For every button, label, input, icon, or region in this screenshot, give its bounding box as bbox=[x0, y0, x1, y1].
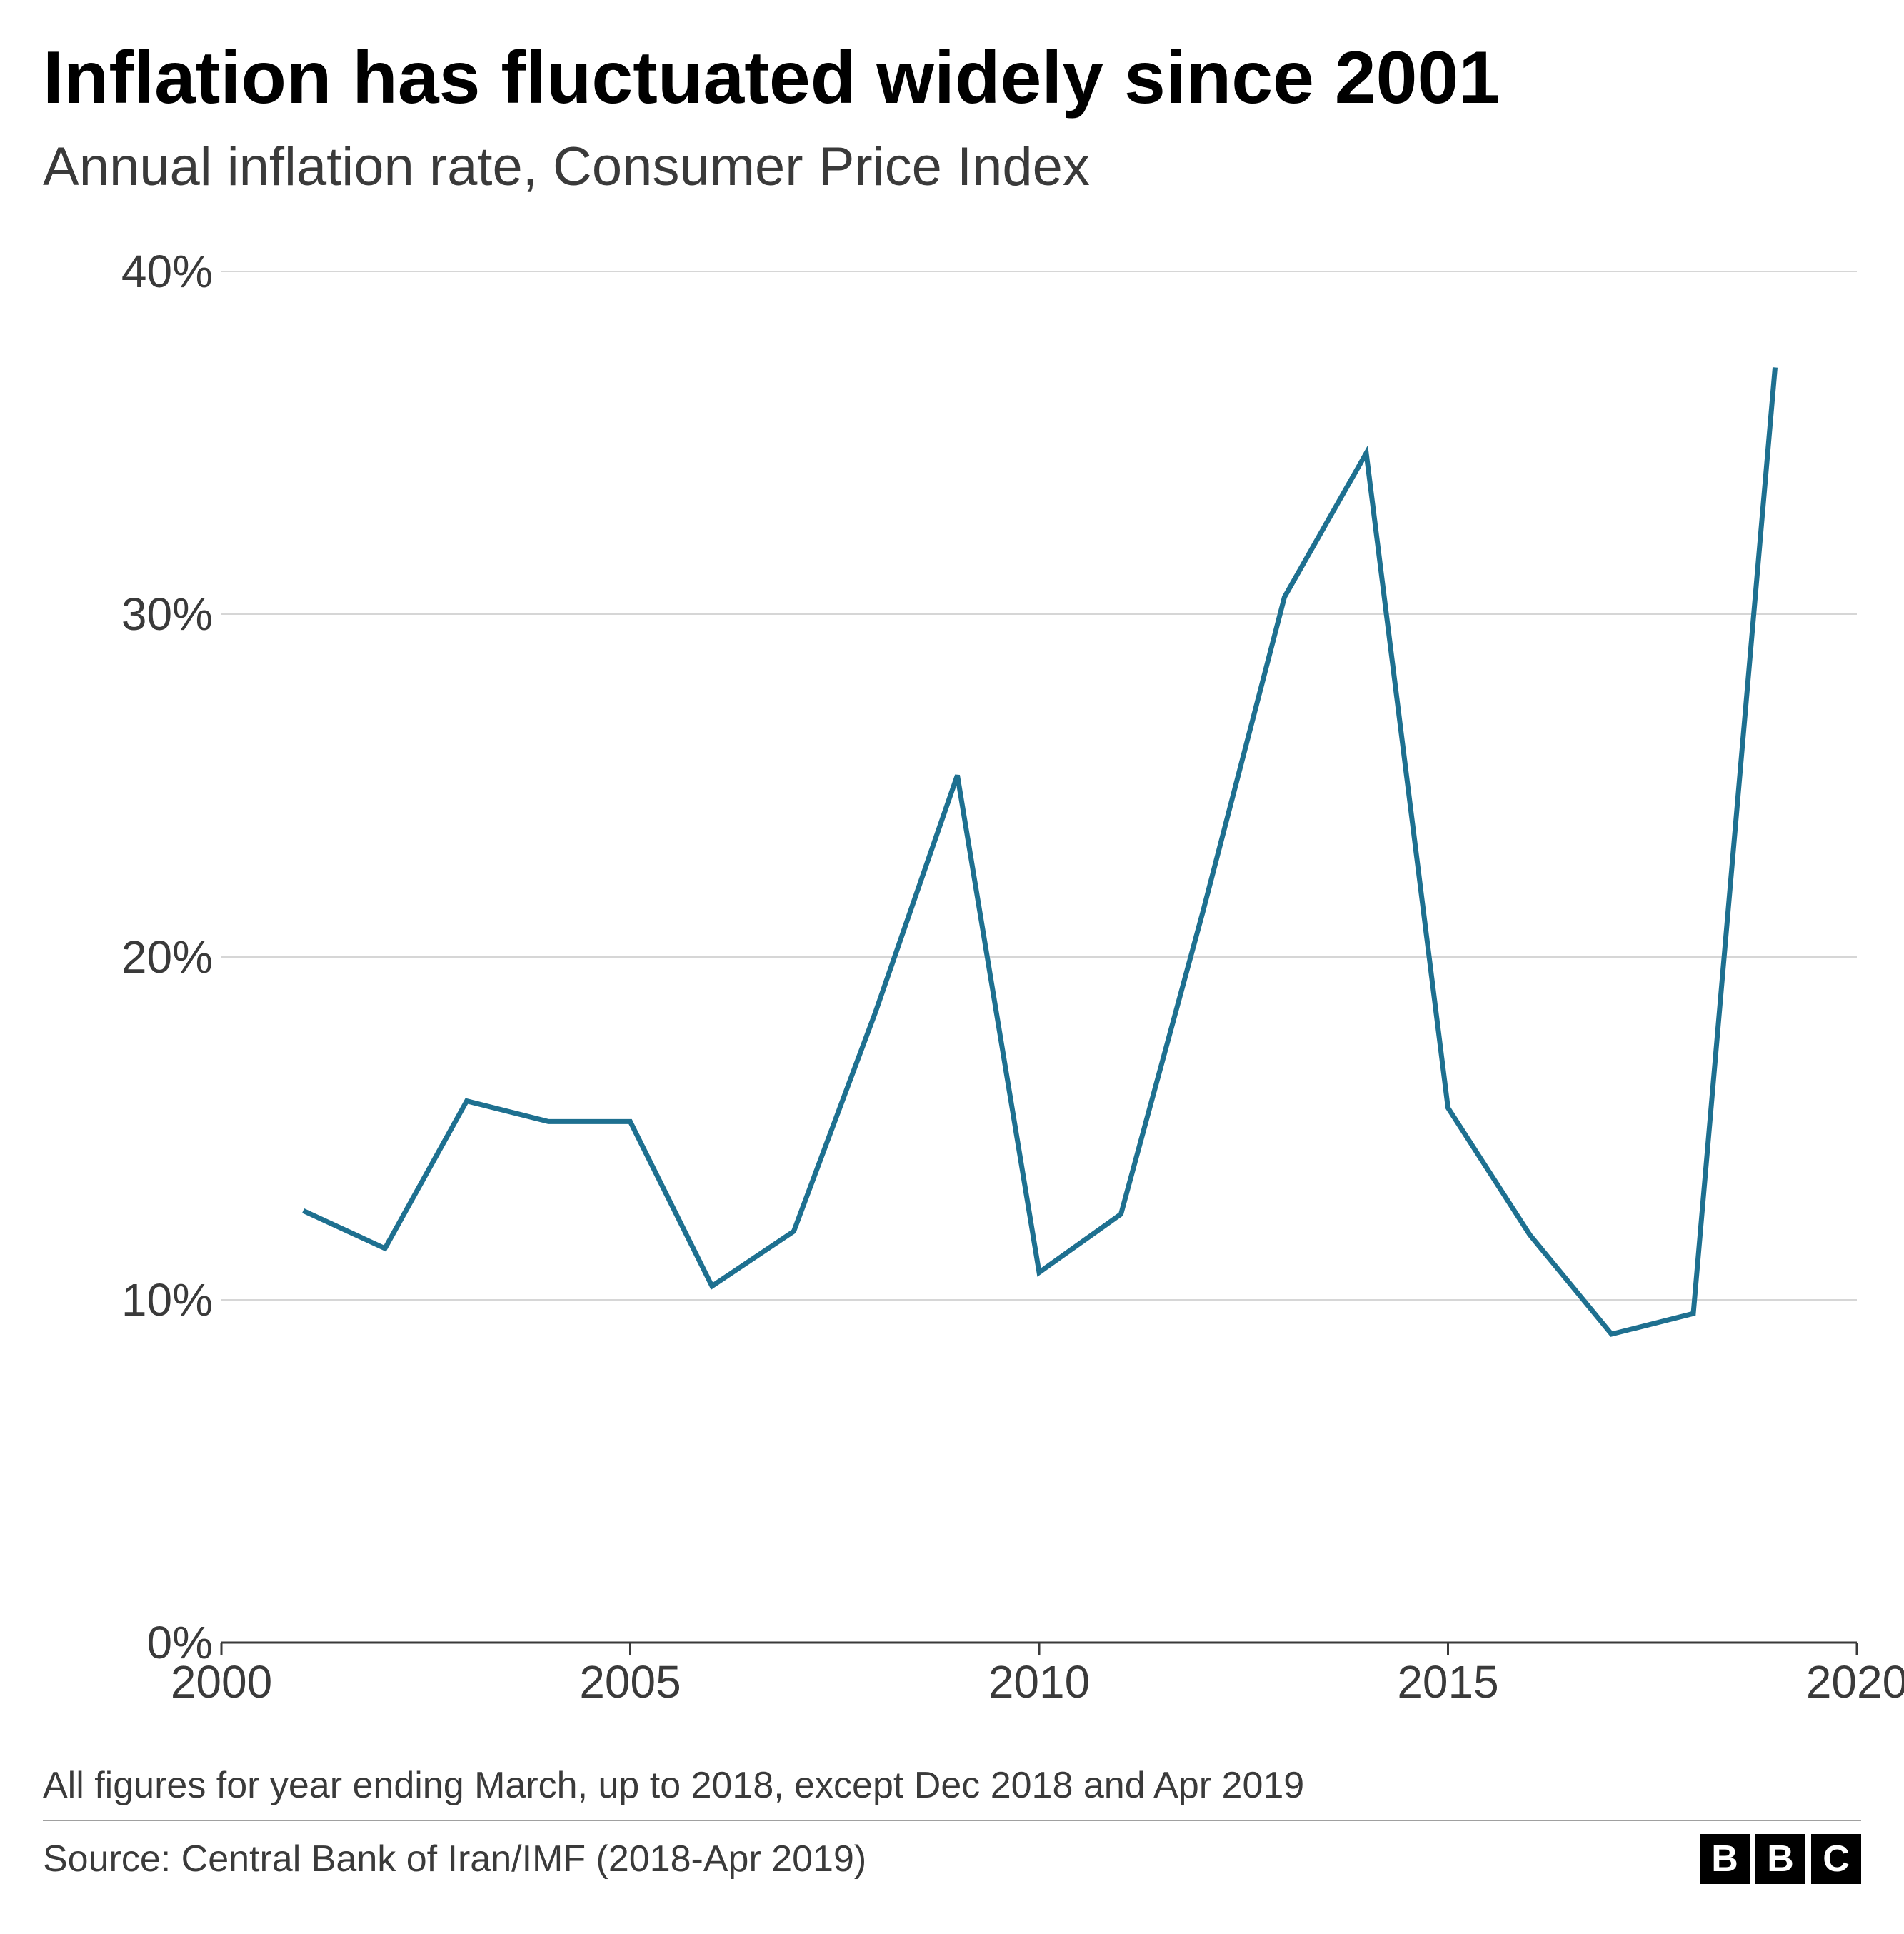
bbc-logo-letter: B bbox=[1700, 1834, 1750, 1884]
x-axis-tick-label: 2010 bbox=[988, 1643, 1090, 1708]
chart-footer: All figures for year ending March, up to… bbox=[43, 1764, 1861, 1884]
chart-title: Inflation has fluctuated widely since 20… bbox=[43, 36, 1861, 121]
x-axis-tick-label: 2005 bbox=[579, 1643, 681, 1708]
x-axis-tick-label: 2000 bbox=[171, 1643, 272, 1708]
chart-subtitle: Annual inflation rate, Consumer Price In… bbox=[43, 134, 1861, 199]
y-axis-tick-label: 30% bbox=[121, 588, 221, 641]
y-axis-tick-label: 40% bbox=[121, 245, 221, 298]
y-axis-tick-label: 20% bbox=[121, 931, 221, 983]
plot-area: 0%10%20%30%40%20002005201020152020 bbox=[221, 271, 1857, 1643]
chart-footnote: All figures for year ending March, up to… bbox=[43, 1764, 1861, 1821]
x-axis-tick-label: 2020 bbox=[1806, 1643, 1904, 1708]
bbc-logo-letter: C bbox=[1811, 1834, 1861, 1884]
line-chart-svg bbox=[221, 271, 1857, 1643]
x-axis-tick-label: 2015 bbox=[1397, 1643, 1498, 1708]
bbc-logo: BBC bbox=[1700, 1834, 1861, 1884]
y-axis-tick-label: 10% bbox=[121, 1273, 221, 1326]
chart-figure: Inflation has fluctuated widely since 20… bbox=[0, 0, 1904, 1934]
series-line-inflation bbox=[304, 367, 1775, 1334]
source-row: Source: Central Bank of Iran/IMF (2018-A… bbox=[43, 1821, 1861, 1884]
chart-source: Source: Central Bank of Iran/IMF (2018-A… bbox=[43, 1838, 866, 1880]
bbc-logo-letter: B bbox=[1755, 1834, 1805, 1884]
